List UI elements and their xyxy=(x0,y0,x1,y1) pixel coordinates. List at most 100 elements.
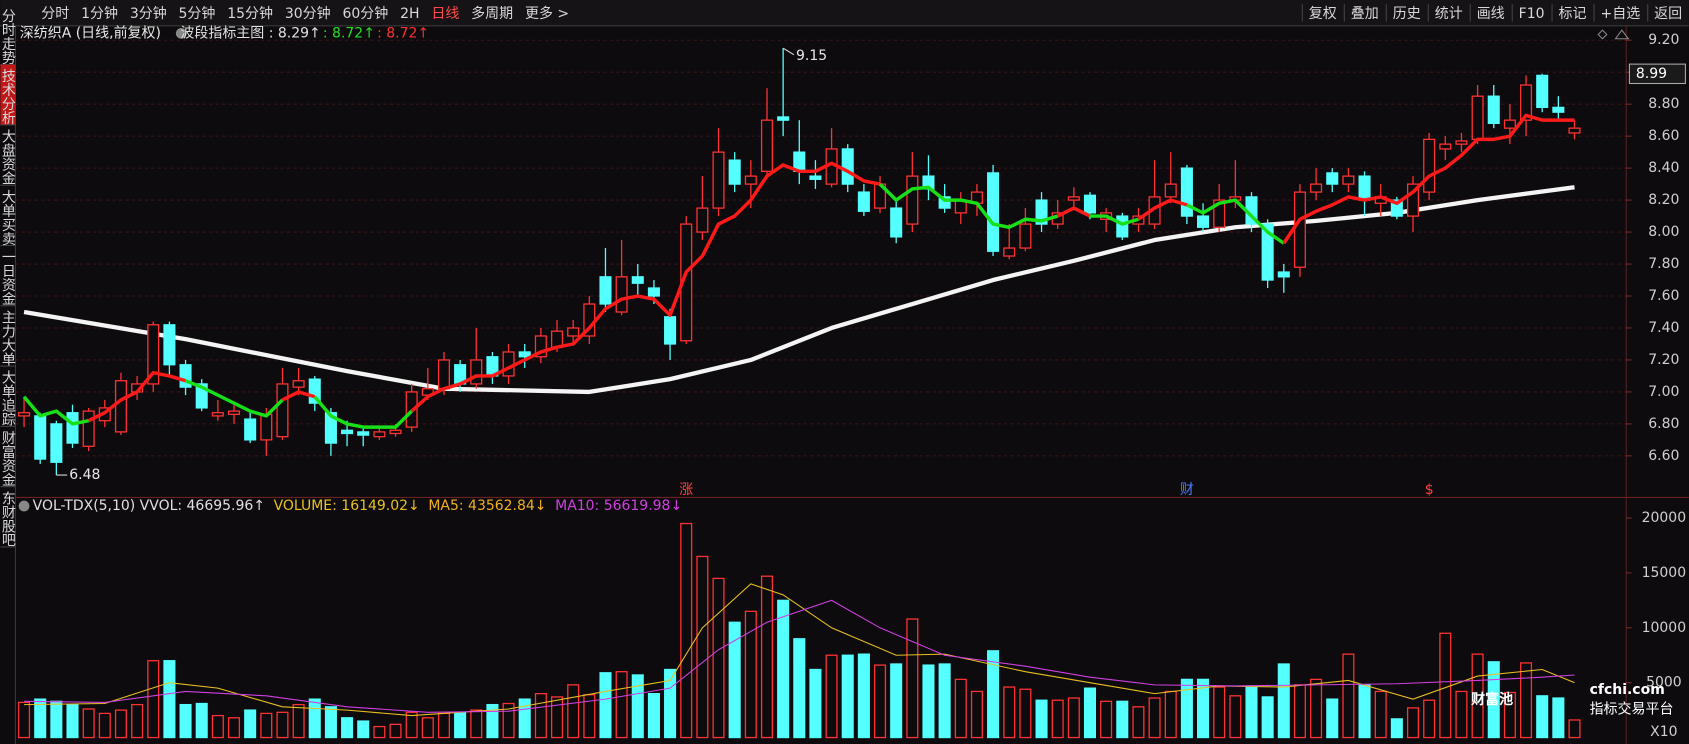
volume-bar xyxy=(1374,690,1387,739)
toolbar-tab[interactable]: 3分钟 xyxy=(130,5,167,22)
volume-bar xyxy=(227,717,241,739)
candle-body xyxy=(470,359,483,385)
sidebar-tab[interactable]: 财富资金 xyxy=(0,431,16,487)
volume-bar xyxy=(550,696,564,739)
volume-bar xyxy=(825,654,838,739)
candle-body xyxy=(647,287,660,297)
volume-bar xyxy=(744,610,757,739)
toolbar-tab[interactable]: 1分钟 xyxy=(81,5,118,22)
volume-bar xyxy=(696,555,709,739)
toolbar-tab[interactable]: 更多 > xyxy=(525,5,569,22)
volume-bar xyxy=(1503,691,1516,739)
toolbar-tab[interactable]: 多周期 xyxy=(471,5,513,22)
volume-bar xyxy=(454,711,467,739)
candle-body xyxy=(1180,167,1193,217)
toolbar-button[interactable]: 统计 xyxy=(1435,6,1463,22)
candle-body xyxy=(292,380,305,388)
watermark-site: cfchi.com xyxy=(1590,682,1665,698)
candle-body xyxy=(857,191,870,212)
volume-bar xyxy=(34,698,47,739)
toolbar-button[interactable]: F10 xyxy=(1519,6,1545,22)
toolbar-tab[interactable]: 分时 xyxy=(41,6,69,22)
toolbar-button[interactable]: 历史 xyxy=(1393,6,1421,22)
legend-entry: : 8.72↑ xyxy=(377,25,429,41)
candle-body xyxy=(890,207,903,238)
volume-header: VOL-TDX(5,10) VVOL: 46695.96↑ VOLUME: 161… xyxy=(33,498,682,514)
y-tick-label: 7.00 xyxy=(1648,384,1679,400)
volume-bar xyxy=(841,654,854,739)
volume-bar xyxy=(615,671,628,739)
volume-bar xyxy=(534,692,547,739)
toolbar-button[interactable]: 返回 xyxy=(1654,6,1682,22)
toolbar-tab[interactable]: 5分钟 xyxy=(179,5,216,22)
volume-bar xyxy=(98,712,111,739)
toolbar-tab[interactable]: 2H xyxy=(400,6,419,22)
volume-bar xyxy=(760,575,774,739)
toolbar-button[interactable]: 叠加 xyxy=(1351,6,1379,22)
event-marker: 财 xyxy=(1180,482,1194,498)
band-line xyxy=(313,395,413,429)
y-tick-label: 5000 xyxy=(1646,675,1682,691)
candle-body xyxy=(244,418,257,441)
candle-body xyxy=(1358,175,1371,201)
volume-bar xyxy=(1471,653,1484,739)
candle-body xyxy=(938,196,951,209)
volume-bar xyxy=(114,709,127,739)
toolbar-tab[interactable]: 15分钟 xyxy=(227,5,273,22)
candle-body xyxy=(1213,199,1226,228)
volume-bar xyxy=(502,702,515,739)
y-tick-label: 8.00 xyxy=(1648,224,1679,240)
volume-bar xyxy=(470,709,483,739)
sidebar-tab[interactable]: 大盘资金 xyxy=(0,129,16,185)
chart-header: 深纺织A (日线,前复权) 波段指标主图 : 8.29↑: 8.72↑: 8.72… xyxy=(20,24,429,41)
candle-body xyxy=(1455,140,1468,145)
toolbar-button[interactable]: 复权 xyxy=(1309,5,1337,22)
volume-bar xyxy=(712,577,725,739)
volume-bar xyxy=(1423,699,1436,739)
candle-body xyxy=(1116,215,1129,238)
sidebar-tab[interactable]: 分时走势 xyxy=(0,9,16,66)
sidebar-tab[interactable]: 主力大单 xyxy=(0,310,16,366)
volume-bar xyxy=(567,684,580,739)
volume-bar xyxy=(1310,678,1323,739)
sidebar-tab[interactable]: 大单买卖 xyxy=(0,189,16,245)
volume-bar xyxy=(1197,678,1210,739)
toolbar xyxy=(0,0,1689,26)
chart-title: 深纺织A (日线,前复权) xyxy=(20,24,161,41)
candle-body xyxy=(599,276,612,305)
volume-bar xyxy=(1148,697,1161,739)
toolbar-button[interactable]: 画线 xyxy=(1477,6,1505,22)
watermark-tagline: 指标交易平台 xyxy=(1590,701,1674,718)
candle-body xyxy=(437,359,450,390)
toolbar-tab[interactable]: 30分钟 xyxy=(285,5,331,22)
candle-body xyxy=(114,380,127,433)
volume-bar xyxy=(292,703,305,739)
sidebar-tab[interactable]: 大单追踪 xyxy=(0,370,16,426)
volume-bar xyxy=(1132,706,1145,739)
volume-bar xyxy=(1051,699,1064,739)
sidebar-tab[interactable]: 东财股吧 xyxy=(0,491,16,547)
last-price-label: 8.99 xyxy=(1636,66,1667,82)
volume-bar xyxy=(1245,685,1258,739)
y-tick-label: 20000 xyxy=(1642,510,1687,526)
volume-bar xyxy=(599,672,612,739)
candle-body xyxy=(777,116,790,121)
volume-bar xyxy=(922,664,935,739)
sidebar-tab[interactable]: 技术分析 xyxy=(0,69,16,125)
sidebar-tab[interactable]: 一日资金 xyxy=(0,250,16,306)
toolbar-button[interactable]: 标记 xyxy=(1559,6,1587,22)
candle-body xyxy=(163,324,176,366)
y-tick-label: 15000 xyxy=(1642,565,1687,581)
toolbar-button[interactable]: +自选 xyxy=(1601,6,1641,22)
ma-line xyxy=(23,185,1575,395)
volume-bar xyxy=(1342,653,1355,739)
toolbar-tab[interactable]: 60分钟 xyxy=(342,5,388,22)
volume-bar xyxy=(147,660,160,739)
band-line xyxy=(87,371,187,423)
event-marker: $ xyxy=(1425,482,1434,498)
volume-bar xyxy=(647,692,660,739)
toolbar-tab[interactable]: 日线 xyxy=(431,6,459,22)
candle-body xyxy=(906,175,919,225)
candle-body xyxy=(82,410,95,447)
